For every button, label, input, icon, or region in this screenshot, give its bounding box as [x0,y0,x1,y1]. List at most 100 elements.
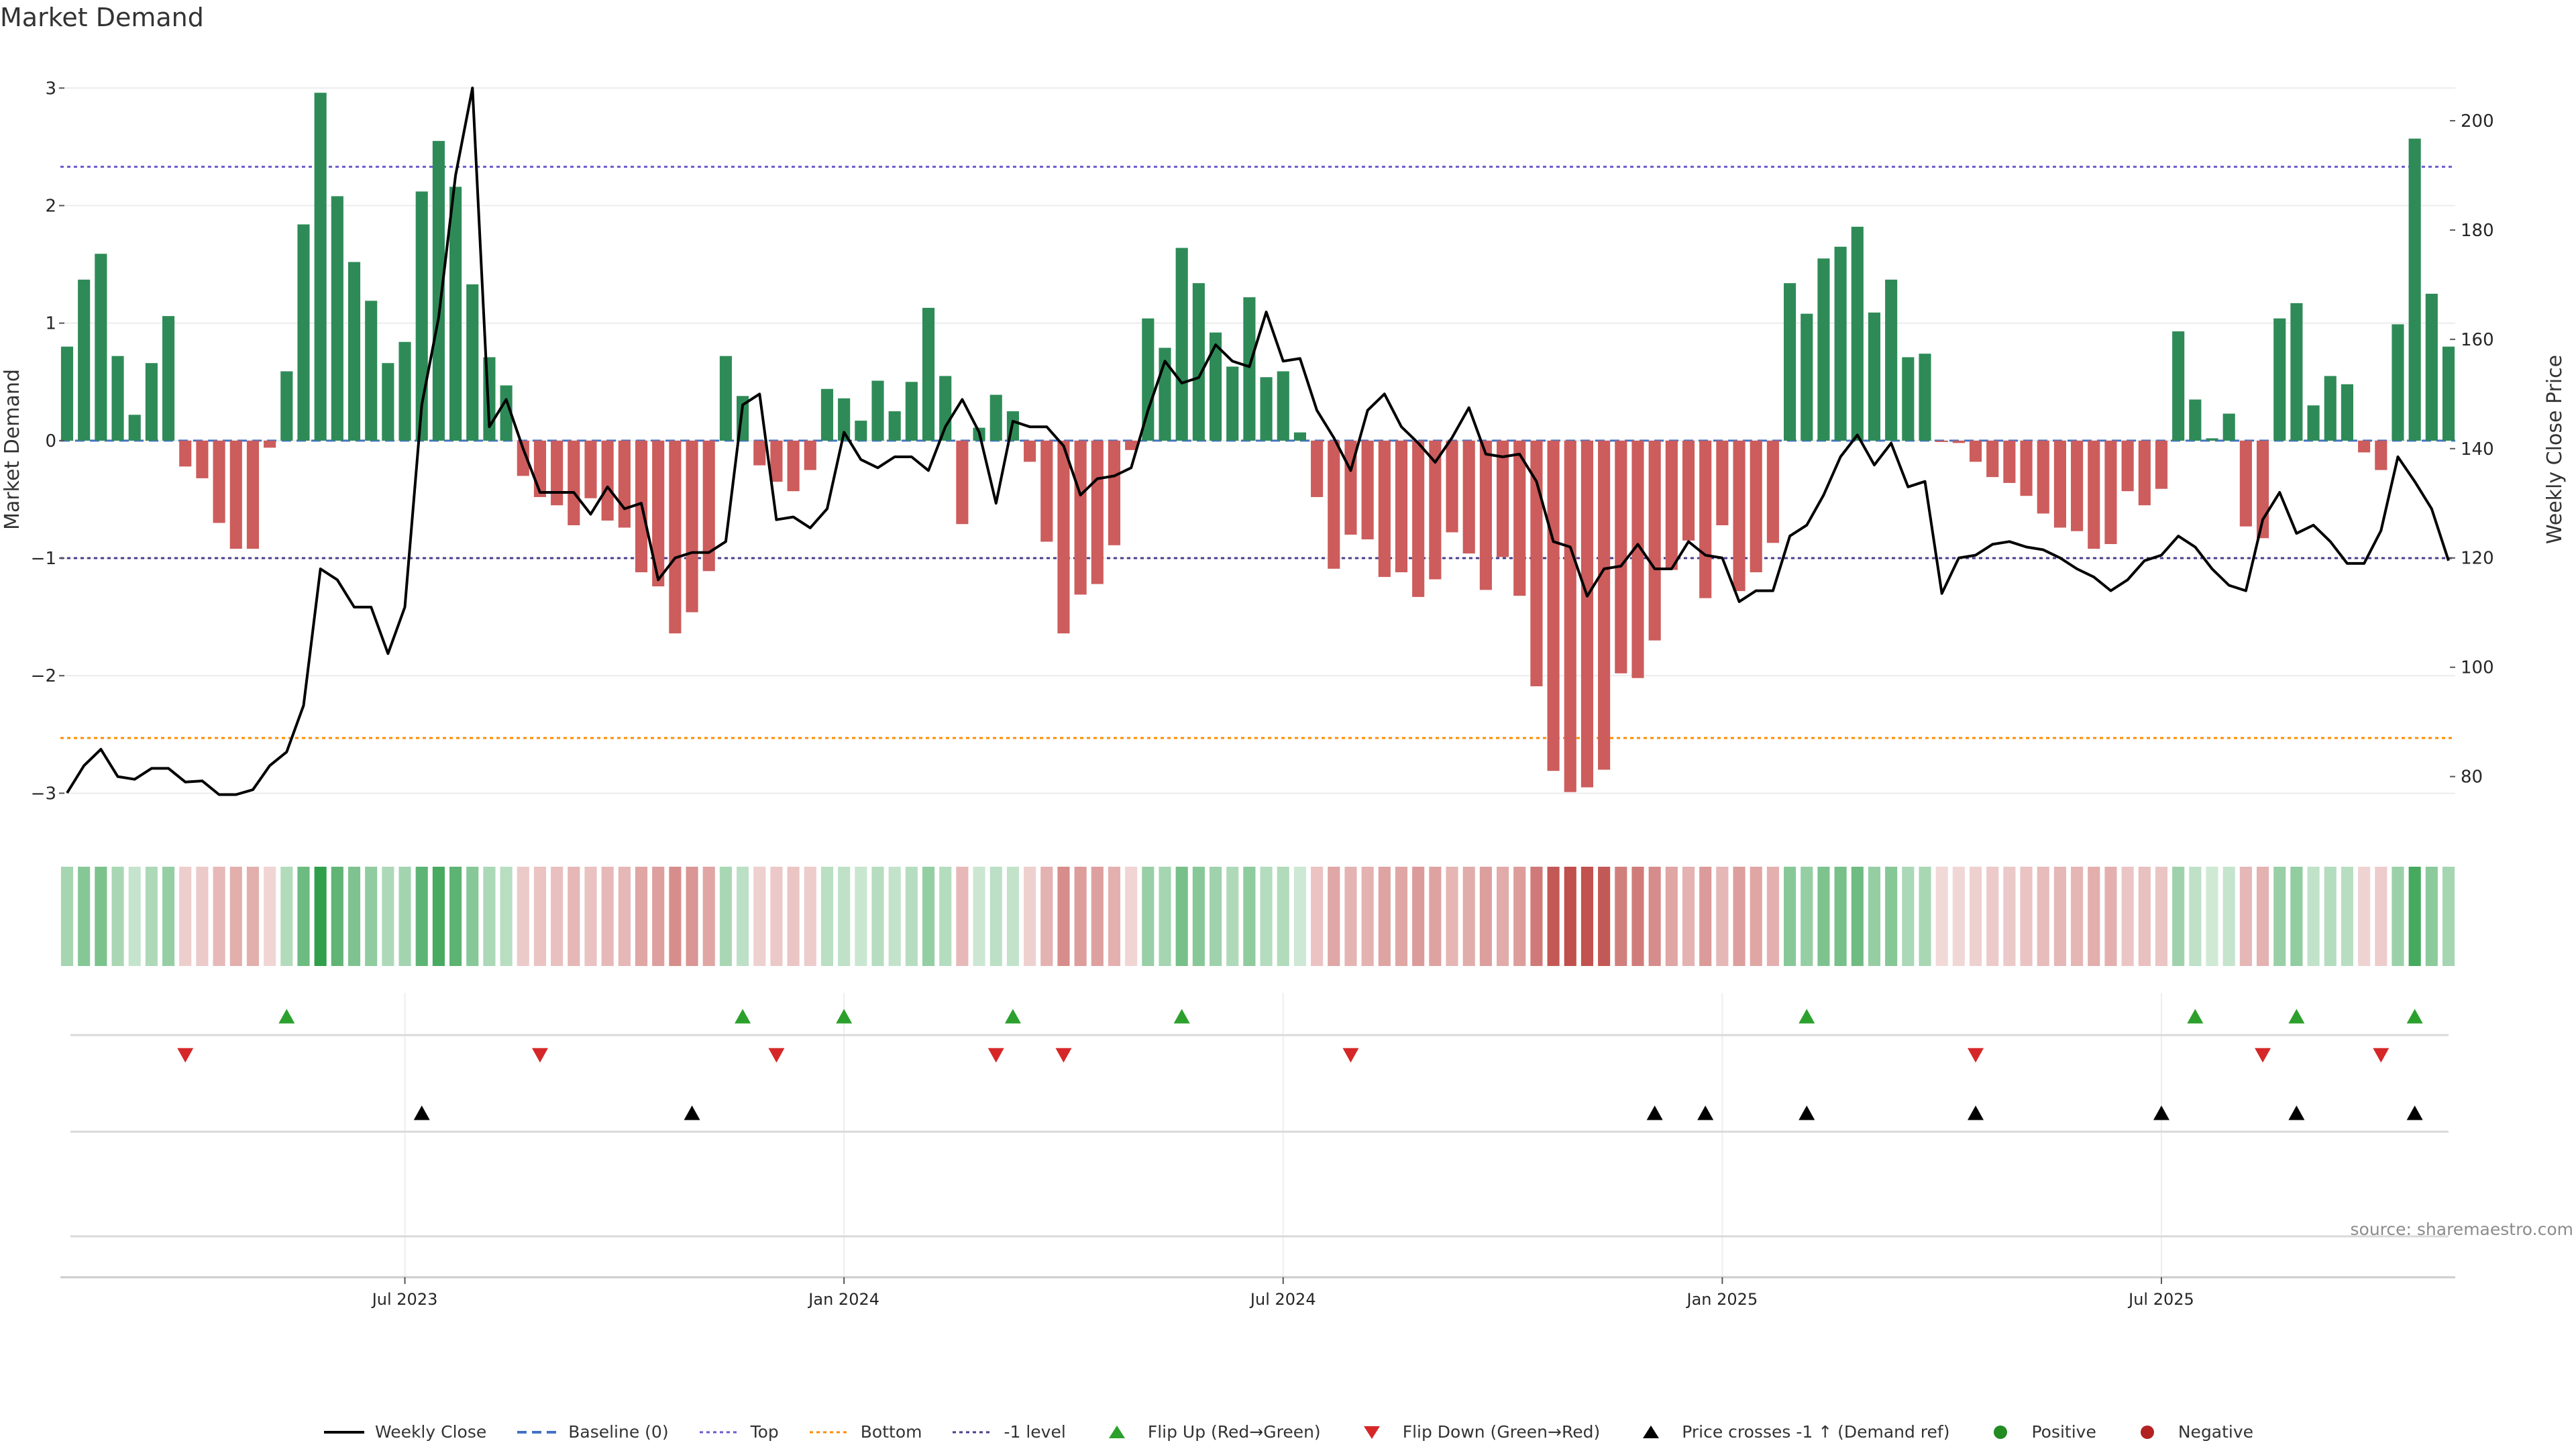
heat-cell [2088,867,2100,966]
heat-cell [128,867,141,966]
demand-bar [196,440,209,478]
heat-cell [1665,867,1678,966]
demand-bar [95,254,107,441]
heat-cell [1091,867,1104,966]
demand-bar [1293,432,1307,441]
demand-bar [1733,440,1746,592]
demand-bar [1209,332,1222,441]
demand-bar [1429,440,1442,580]
legend: Weekly Close Baseline (0) Top Bottom -1 leve… [0,1422,2576,1442]
flip-down-marker [177,1048,194,1063]
demand-bar [652,440,665,587]
y-tick-label: 0 [45,431,56,451]
heat-cell [1040,867,1053,966]
green-dot-icon [1994,1425,2008,1439]
heat-cell [1851,867,1864,966]
demand-bar [719,356,732,441]
demand-bar [264,440,276,448]
legend-item: Bottom [808,1422,922,1442]
demand-bar [1547,440,1560,771]
heat-cell [1615,867,1627,966]
demand-bar [1192,283,1205,441]
demand-bar [1175,248,1188,441]
flip-down-marker [1342,1048,1359,1063]
heat-cell [1226,867,1239,966]
heat-cell [1479,867,1492,966]
red-dot-icon [2140,1425,2154,1439]
heat-cell [1108,867,1121,966]
heat-cell [2172,867,2185,966]
heat-cell [1125,867,1138,966]
y2-axis-title: Weekly Close Price [2543,355,2567,544]
demand-bar [888,411,901,441]
heat-cell [162,867,175,966]
demand-bar [1226,366,1239,441]
black-up-triangle-icon [1643,1425,1660,1438]
y-tick-label: 1 [45,314,56,334]
demand-bar [1024,440,1036,462]
legend-item: -1 level [951,1422,1066,1442]
heat-cell [1209,867,1222,966]
heat-cell [533,867,547,966]
demand-bar [213,440,225,523]
heat-cell [1277,867,1289,966]
weekly-close-line [66,87,2450,796]
flip-down-marker [2373,1048,2390,1063]
demand-bar [568,440,580,525]
demand-bar [669,440,682,634]
demand-bar [432,141,445,441]
demand-bar [820,388,834,441]
demand-bar [1074,440,1087,595]
demand-bar [2155,440,2168,489]
demand-bar [449,186,462,441]
demand-bar [1784,283,1796,441]
y2-tick-label: 180 [2461,221,2494,241]
source-label: source: sharemaestro.com [2350,1220,2574,1239]
heat-cell [2155,867,2168,966]
legend-item: Top [698,1422,779,1442]
price-cross-up-marker [2288,1106,2305,1120]
heat-cell [1462,867,1475,966]
demand-bar [2358,440,2371,453]
demand-bar [246,440,260,549]
heat-cell [449,867,462,966]
heat-cell [111,867,124,966]
demand-bar [466,284,479,441]
demand-bar [517,440,529,476]
heat-cell [1243,867,1256,966]
heat-cell [432,867,445,966]
heat-cell [466,867,479,966]
demand-bar [1462,440,1475,554]
heat-cell [2256,867,2269,966]
demand-bar [1851,227,1864,441]
demand-bar [855,421,867,441]
heat-cell [2053,867,2066,966]
demand-bar [1631,440,1644,678]
heat-cell [635,867,648,966]
x-tick-label: Jan 2024 [807,1290,879,1309]
heat-cell [551,867,564,966]
demand-bar [1142,318,1155,441]
demand-bar [1766,440,1779,543]
demand-bar [1378,440,1391,578]
heat-cell [1412,867,1425,966]
demand-bar [1564,440,1576,792]
demand-bar [2442,346,2455,441]
heat-cell [1260,867,1273,966]
demand-bar [2206,438,2218,441]
heat-cell [2290,867,2303,966]
legend-item: Positive [1979,1422,2096,1442]
demand-bar [1328,440,1340,569]
heat-cell [770,867,783,966]
demand-bar [551,440,564,506]
demand-bar [584,440,597,498]
demand-bar [753,440,766,466]
heat-cell [2442,867,2455,966]
heat-cell [2020,867,2033,966]
heat-cell [1311,867,1324,966]
demand-heat-strip [60,867,2455,966]
demand-bar [2037,440,2049,514]
demand-bar [2138,440,2151,506]
demand-bar [1412,440,1425,597]
